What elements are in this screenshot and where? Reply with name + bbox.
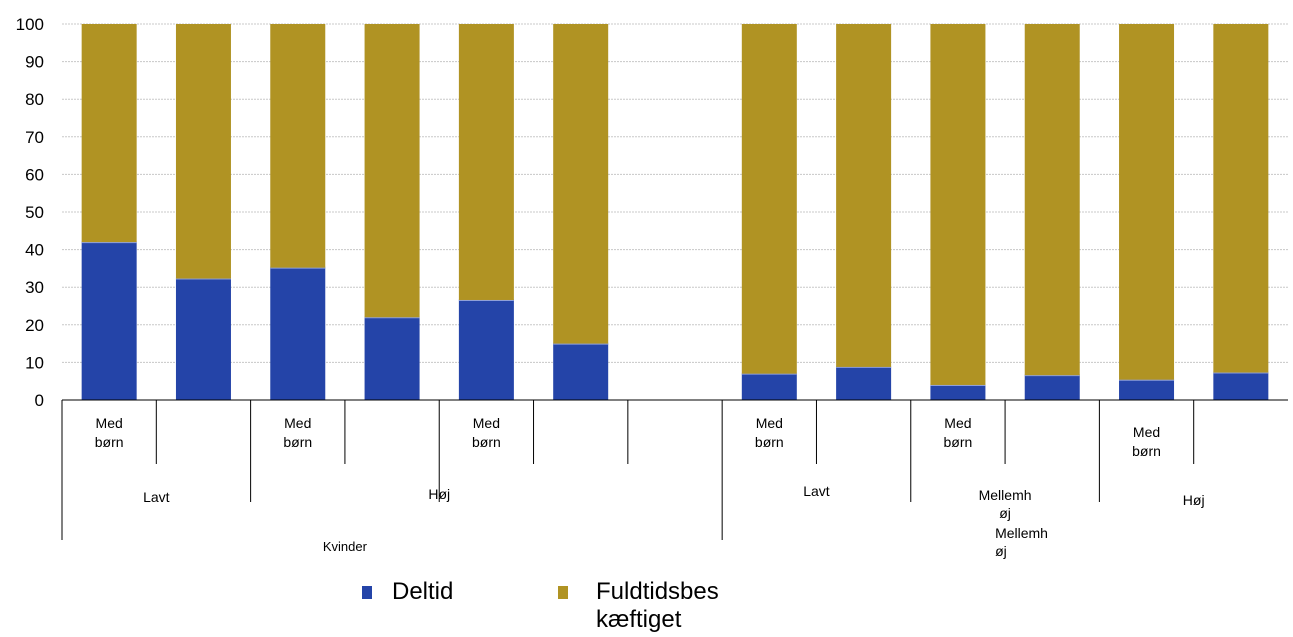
bar-deltid [175,278,231,400]
bar-fuldtid [458,24,514,300]
bar-fuldtid [930,24,986,385]
group-label-mellemhoj: Mellemh øj [979,487,1032,521]
y-tick-label: 80 [25,90,44,109]
category-label-med-born: Med børn [283,415,312,450]
y-tick-label: 100 [16,15,44,34]
group-label-hoj: Høj [428,486,450,502]
category-label-med-born: Med børn [755,415,784,450]
x-axis: Med børn Med børn Med børn Med børn Med børn Med bø… [61,399,1288,559]
legend-label-deltid: Deltid [392,578,454,605]
y-tick-label: 90 [25,53,44,72]
bar-deltid [458,299,514,400]
bar-fuldtid [1119,24,1175,380]
legend-swatch-fuldtid [558,586,568,599]
y-axis: 0 10 20 30 40 50 60 70 80 90 100 [16,15,44,410]
group-label-kvinder: Kvinder [323,539,368,554]
group-label-lavt: Lavt [143,489,170,505]
y-tick-label: 20 [25,316,44,335]
bar-fuldtid [1024,24,1080,376]
y-tick-label: 50 [25,203,44,222]
bar-fuldtid [270,24,326,268]
legend-swatch-deltid [362,586,372,599]
group-label-mellemhoj-extra: Mellemh øj [995,525,1048,559]
category-label-med-born: Med børn [95,415,124,450]
group-label-hoj: Høj [1183,492,1205,508]
gridlines [62,23,1288,363]
y-tick-label: 0 [35,391,44,410]
bar-deltid [270,267,326,400]
bar-deltid [1024,375,1080,400]
bar-deltid [741,373,797,400]
category-label-med-born: Med børn [472,415,501,450]
y-tick-label: 10 [25,353,44,372]
legend-label-fuldtid: Fuldtidsbes kæftiget [596,578,719,633]
bar-deltid [81,242,137,400]
bar-deltid [553,343,609,400]
bar-fuldtid [836,24,892,367]
category-label-med-born: Med børn [1132,424,1161,459]
bar-deltid [1213,372,1269,400]
bar-fuldtid [364,24,420,318]
y-tick-label: 60 [25,165,44,184]
bar-fuldtid [81,24,137,243]
group-label-lavt: Lavt [803,483,830,499]
bar-deltid [836,366,892,400]
bar-fuldtid [553,24,609,344]
bar-deltid [930,384,986,400]
bar-deltid [1119,379,1175,400]
bars [81,24,1269,400]
bar-fuldtid [175,24,231,279]
y-tick-label: 30 [25,278,44,297]
y-tick-label: 40 [25,241,44,260]
bar-fuldtid [1213,24,1269,373]
bar-deltid [364,317,420,400]
y-tick-label: 70 [25,128,44,147]
bar-fuldtid [741,24,797,374]
category-label-med-born: Med børn [944,415,973,450]
